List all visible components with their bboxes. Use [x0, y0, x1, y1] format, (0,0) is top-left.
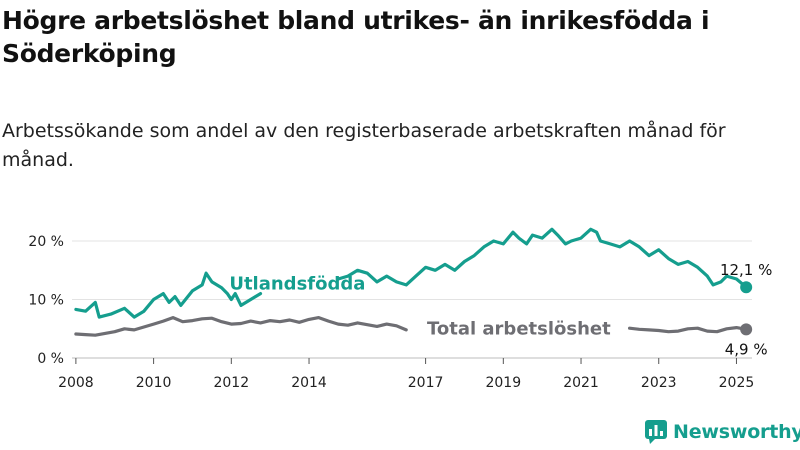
x-axis-ticks: 2008 2010 2012 2014 2017 2019 2021 2023 2025	[58, 358, 754, 391]
y-axis-ticks: 0 % 10 % 20 %	[28, 234, 64, 367]
x-tick-label: 2008	[58, 375, 94, 391]
series-line-0-segment-1	[336, 227, 748, 289]
series-lines	[74, 227, 753, 337]
series-endpoint-1	[740, 323, 753, 336]
chart-subtitle: Arbetssökande som andel av den registerb…	[2, 120, 726, 171]
x-tick-label: 2021	[563, 375, 599, 391]
series-label-1: Total arbetslöshet	[427, 318, 611, 339]
x-tick-label: 2012	[213, 375, 249, 391]
series-labels: Utlandsfödda 12,1 % Total arbetslöshet 4,9 …	[229, 261, 772, 358]
brand-name: Newsworthy	[673, 421, 800, 443]
y-tick-label: 20 %	[28, 234, 64, 250]
series-endpoint-0	[740, 281, 753, 294]
chart-title: Högre arbetslöshet bland utrikes- än inr…	[2, 6, 710, 68]
end-value-label-1: 4,9 %	[725, 340, 768, 358]
series-line-1-segment-0	[74, 316, 408, 337]
brand-logo: Newsworthy	[645, 420, 800, 444]
x-tick-label: 2010	[136, 375, 172, 391]
x-tick-label: 2019	[485, 375, 521, 391]
series-label-0: Utlandsfödda	[229, 274, 365, 295]
x-tick-label: 2023	[641, 375, 677, 391]
bar-chart-logo-icon	[645, 420, 667, 444]
y-tick-label: 10 %	[28, 293, 64, 309]
x-tick-label: 2017	[408, 375, 444, 391]
end-value-label-0: 12,1 %	[720, 261, 772, 279]
y-tick-label: 0 %	[37, 351, 64, 367]
x-tick-label: 2025	[719, 375, 755, 391]
x-tick-label: 2014	[291, 375, 327, 391]
series-line-0-segment-0	[74, 271, 263, 319]
series-line-1-segment-1	[628, 326, 748, 334]
